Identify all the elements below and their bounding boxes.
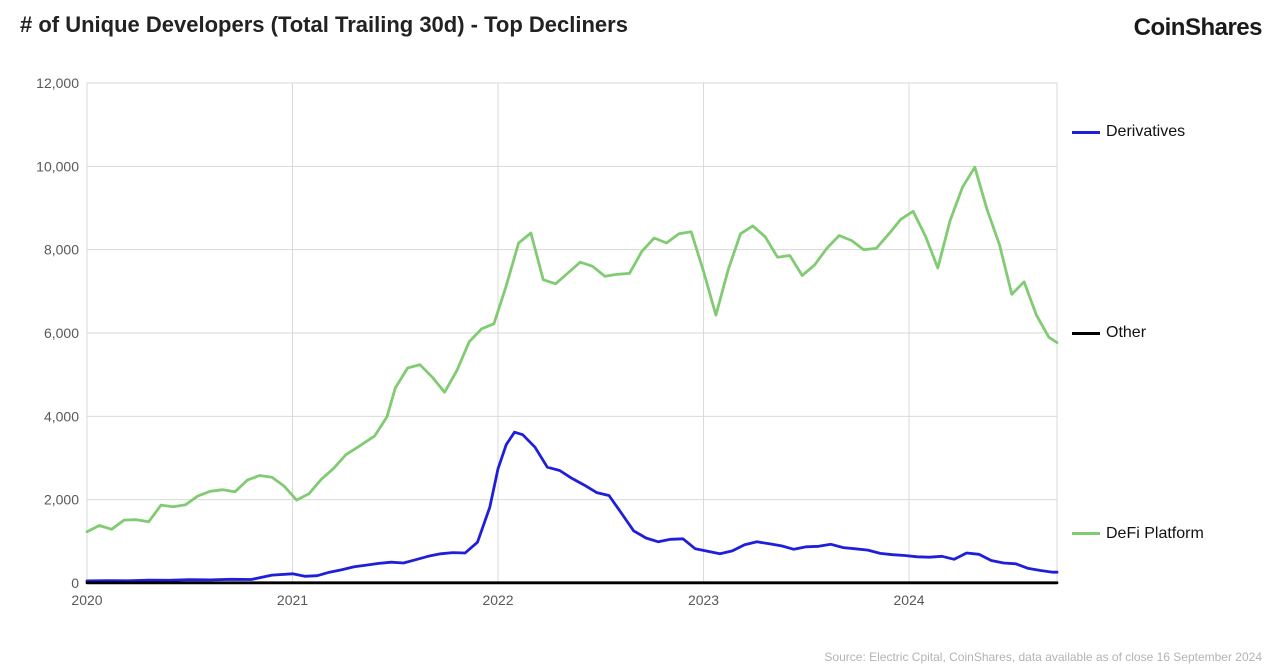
legend-label: Other	[1106, 324, 1146, 342]
y-tick-label: 0	[71, 575, 79, 591]
chart-container: # of Unique Developers (Total Trailing 3…	[0, 0, 1286, 672]
y-tick-label: 8,000	[44, 242, 79, 258]
legend-item-derivatives: Derivatives	[1072, 123, 1185, 141]
chart-title: # of Unique Developers (Total Trailing 3…	[20, 12, 628, 38]
brand-label: CoinShares	[1134, 14, 1262, 42]
y-tick-label: 4,000	[44, 408, 79, 424]
line-chart: 0 2,000 4,000 6,000 8,000 10,000 12,000 2020 202…	[25, 55, 1065, 613]
legend-item-defi-platform: DeFi Platform	[1072, 525, 1204, 543]
source-text: Source: Electric Cpital, CoinShares, dat…	[824, 650, 1262, 664]
x-tick-label: 2023	[688, 592, 719, 608]
legend: Derivatives Other DeFi Platform	[1072, 55, 1272, 613]
y-tick-label: 10,000	[36, 158, 79, 174]
x-tick-label: 2021	[277, 592, 308, 608]
x-tick-label: 2022	[482, 592, 513, 608]
x-tick-label: 2024	[893, 592, 924, 608]
y-tick-label: 2,000	[44, 492, 79, 508]
legend-label: Derivatives	[1106, 123, 1185, 141]
legend-label: DeFi Platform	[1106, 525, 1204, 543]
legend-swatch	[1072, 332, 1100, 335]
legend-swatch	[1072, 532, 1100, 535]
y-tick-label: 6,000	[44, 325, 79, 341]
legend-item-other: Other	[1072, 324, 1146, 342]
legend-swatch	[1072, 131, 1100, 134]
x-tick-label: 2020	[71, 592, 102, 608]
y-tick-label: 12,000	[36, 75, 79, 91]
